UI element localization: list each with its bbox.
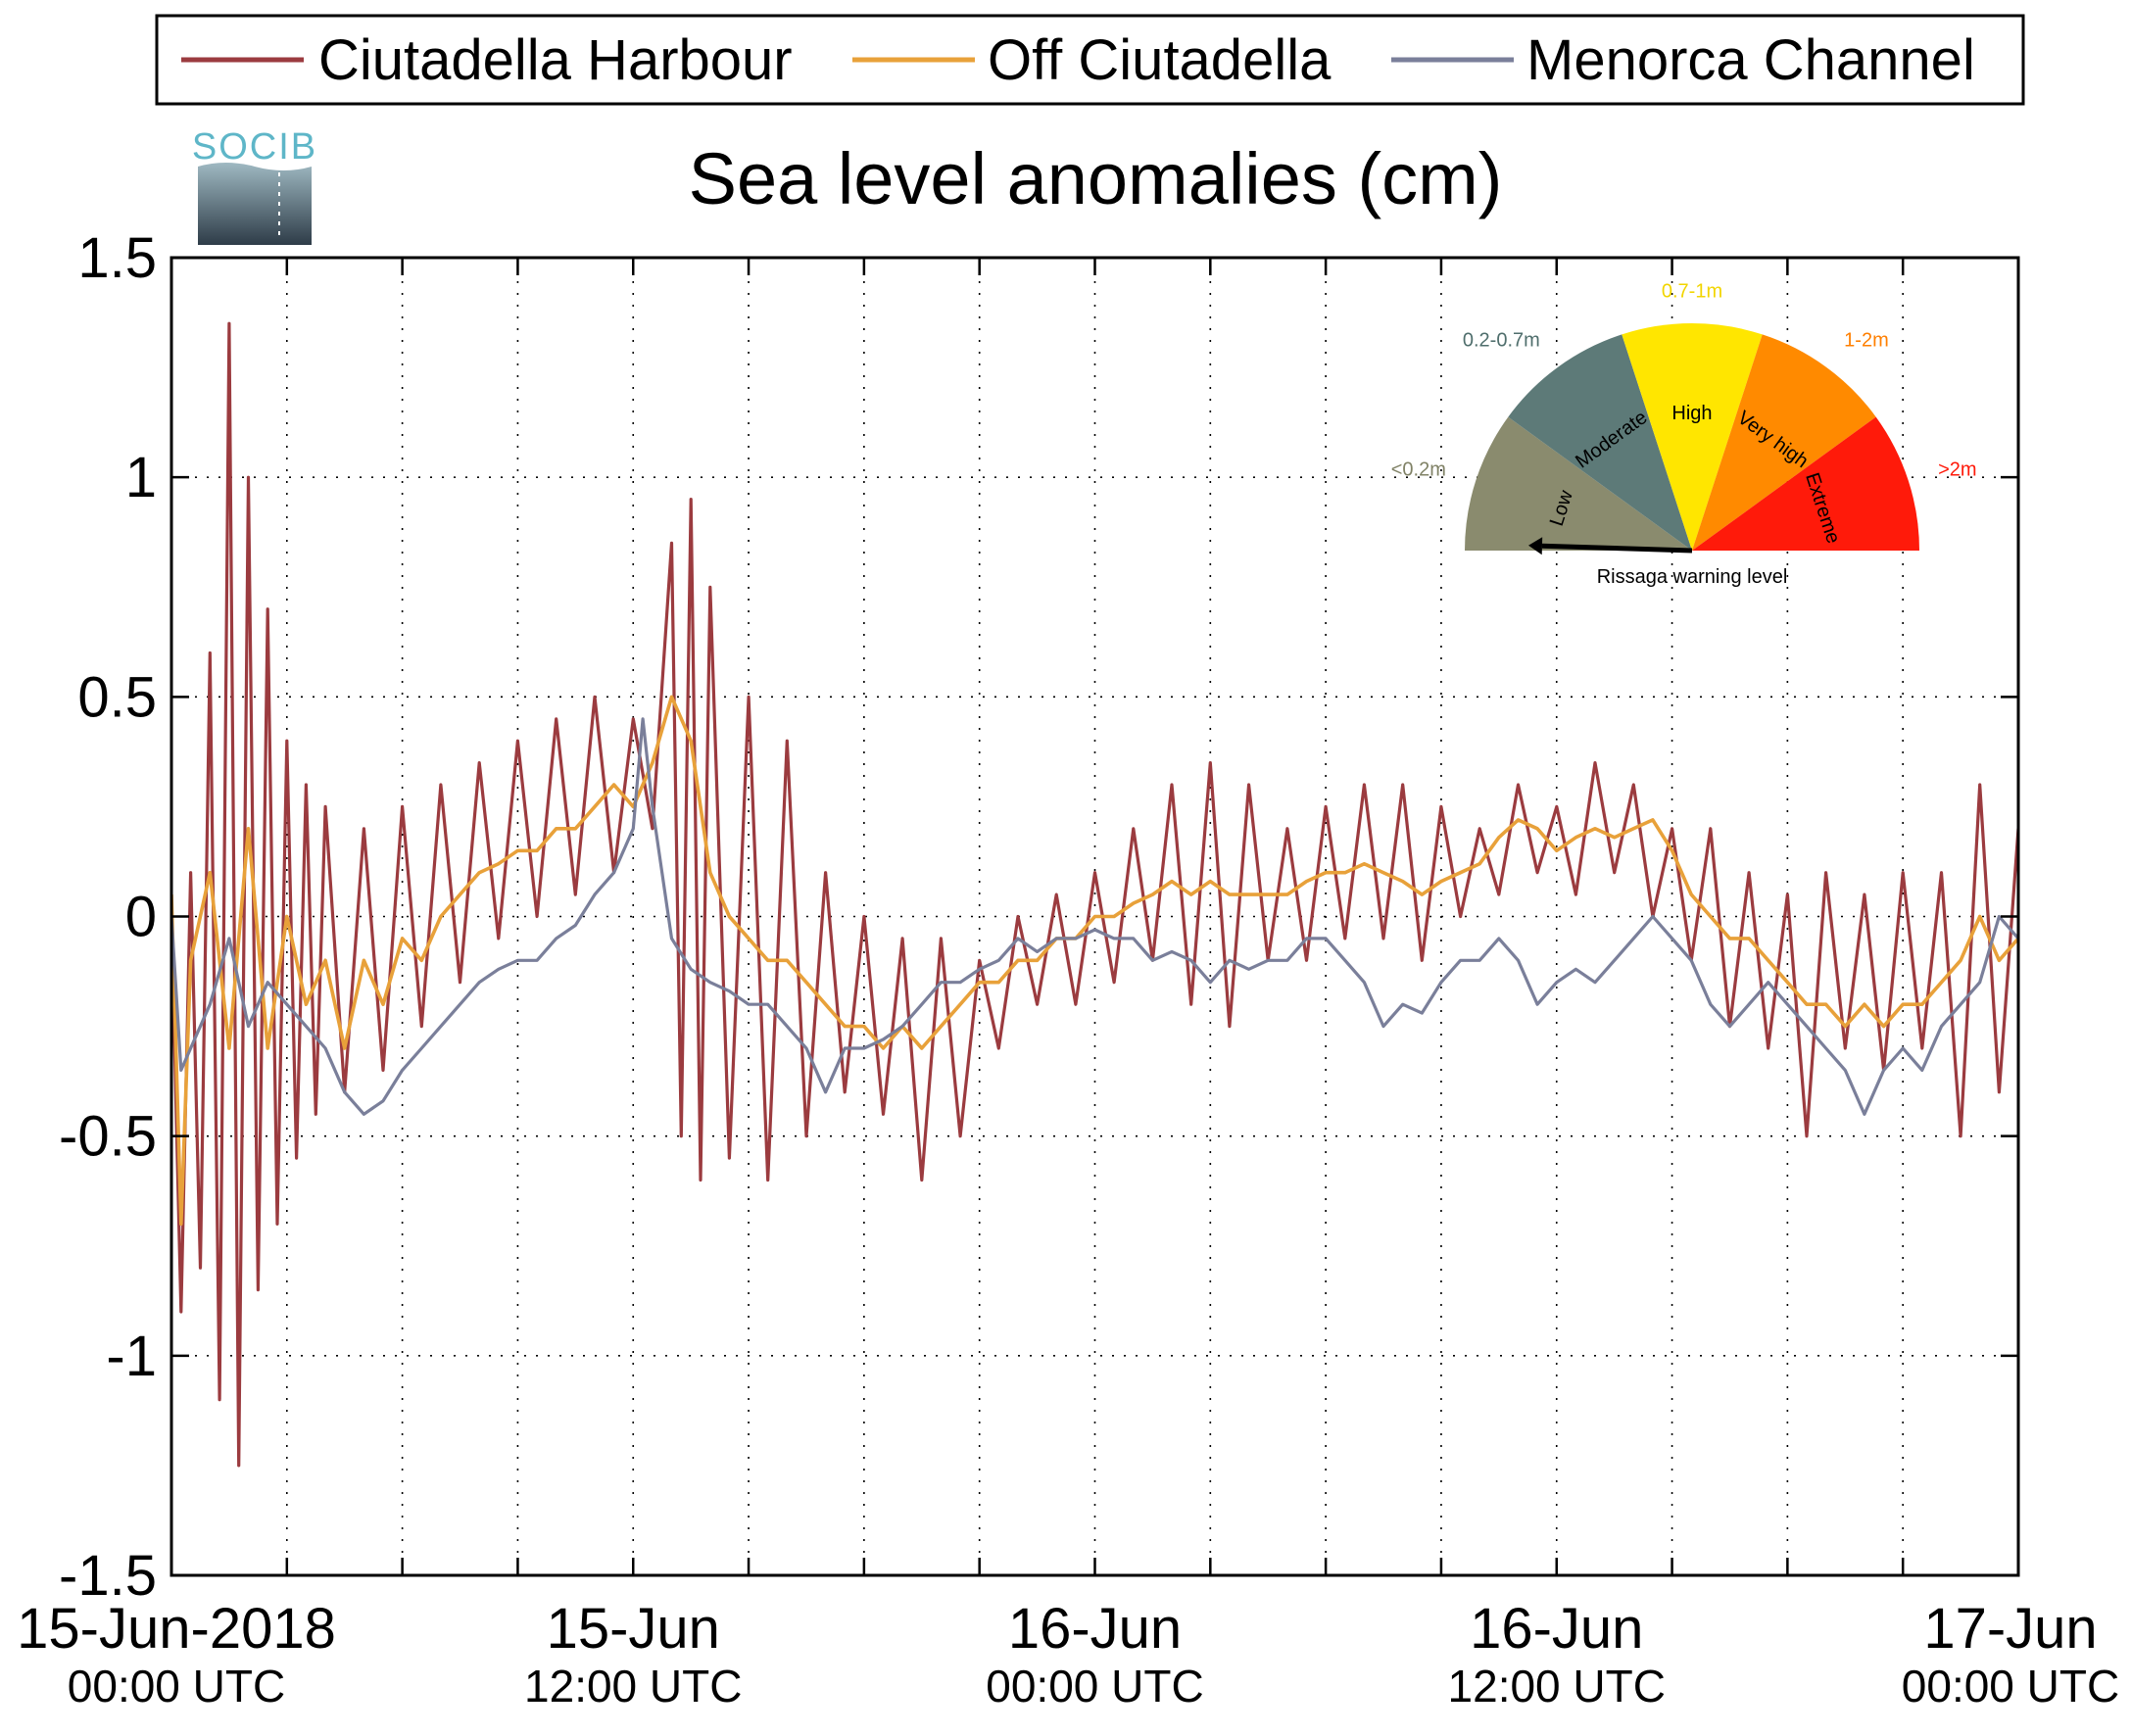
socib-logo-wave <box>198 163 312 245</box>
gauge-range-label: 0.7-1m <box>1662 280 1722 302</box>
y-tick-label: 0.5 <box>77 665 157 729</box>
x-tick-label-date: 16-Jun <box>1470 1597 1643 1661</box>
gauge-range-labels: <0.2m 0.2-0.7m 0.7-1m 1-2m >2m <box>1391 280 1977 480</box>
series-line-off-ciutadella <box>171 695 2018 1227</box>
gauge-caption: Rissaga warning level <box>1597 566 1788 588</box>
gauge-segment-low <box>1465 416 1692 551</box>
gauge-segments <box>1465 323 1919 551</box>
y-tick-label: 0 <box>125 886 157 949</box>
x-tick-label-time: 00:00 UTC <box>986 1661 1203 1712</box>
x-tick-label-date: 17-Jun <box>1923 1597 2097 1661</box>
gauge-needle-head <box>1528 537 1543 555</box>
y-tick-label: 1 <box>125 446 157 509</box>
axis-ticks <box>170 256 2020 1577</box>
gauge-range-label: >2m <box>1938 459 1976 481</box>
chart-title: Sea level anomalies (cm) <box>689 138 1503 219</box>
legend-label-ciutadella-harbour: Ciutadella Harbour <box>318 28 793 92</box>
legend-label-menorca-channel: Menorca Channel <box>1526 28 1975 92</box>
y-tick-label: -0.5 <box>59 1105 157 1169</box>
gauge-segment-very-high <box>1692 334 1876 551</box>
x-tick-label-time: 12:00 UTC <box>524 1661 742 1712</box>
gauge-range-label: <0.2m <box>1391 459 1446 481</box>
socib-logo-text: SOCIB <box>192 126 317 168</box>
legend-label-off-ciutadella: Off Ciutadella <box>988 28 1332 92</box>
y-axis-tick-labels: -1.5 -1 -0.5 0 0.5 1 1.5 <box>59 226 157 1608</box>
x-tick-label-date: 16-Jun <box>1008 1597 1182 1661</box>
legend-box <box>155 14 2025 106</box>
socib-logo: SOCIB <box>192 126 317 245</box>
gauge-needle <box>1541 543 1693 554</box>
y-tick-label: -1 <box>106 1325 157 1388</box>
series-line-ciutadella-harbour <box>171 321 2018 1468</box>
gauge-segment-label: High <box>1671 403 1712 424</box>
legend: Ciutadella Harbour Off Ciutadella Menorc… <box>155 14 2025 106</box>
x-tick-label-time: 00:00 UTC <box>68 1661 285 1712</box>
x-tick-label-time: 00:00 UTC <box>1902 1661 2119 1712</box>
gauge-segment-moderate <box>1508 334 1692 551</box>
gauge-segment-extreme <box>1692 416 1919 551</box>
x-tick-label-time: 12:00 UTC <box>1448 1661 1666 1712</box>
y-tick-label: -1.5 <box>59 1544 157 1608</box>
gauge-segment-high <box>1622 323 1763 551</box>
x-tick-label-date: 15-Jun-2018 <box>17 1597 336 1661</box>
gauge-range-label: 0.2-0.7m <box>1463 330 1540 352</box>
gauge-range-label: 1-2m <box>1844 330 1889 352</box>
x-tick-label-date: 15-Jun <box>547 1597 720 1661</box>
y-tick-label: 1.5 <box>77 226 157 290</box>
series-line-menorca-channel <box>171 717 2018 1116</box>
series-layer <box>171 321 2018 1468</box>
